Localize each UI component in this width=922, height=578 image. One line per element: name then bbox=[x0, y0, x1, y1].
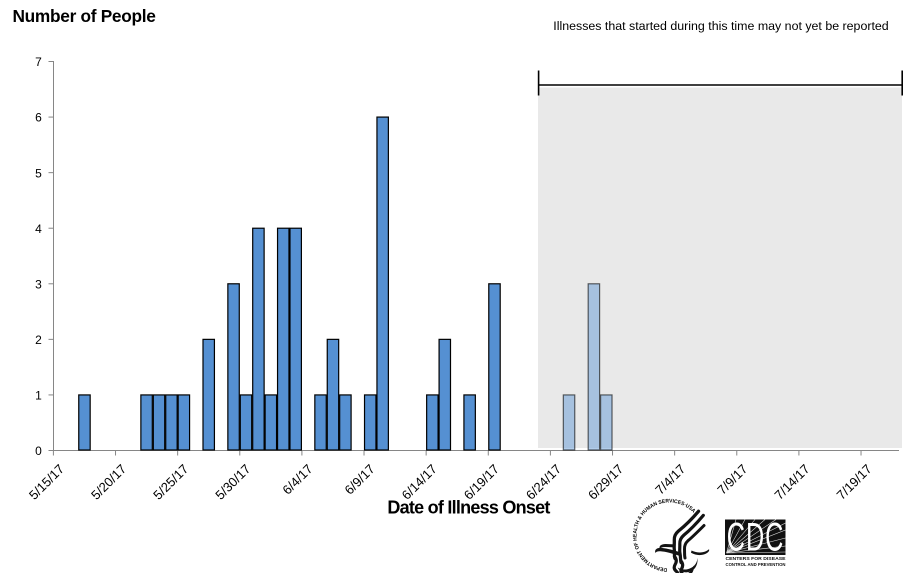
svg-text:CONTROL AND PREVENTION: CONTROL AND PREVENTION bbox=[726, 562, 786, 567]
svg-text:4: 4 bbox=[35, 222, 42, 236]
svg-text:6: 6 bbox=[35, 111, 42, 125]
svg-text:CDC: CDC bbox=[727, 516, 784, 560]
svg-text:5: 5 bbox=[35, 166, 42, 180]
svg-text:2: 2 bbox=[35, 333, 42, 347]
svg-text:7: 7 bbox=[35, 55, 42, 69]
svg-text:CENTERS FOR DISEASE: CENTERS FOR DISEASE bbox=[726, 556, 786, 561]
svg-text:1: 1 bbox=[35, 389, 42, 403]
svg-text:0: 0 bbox=[35, 444, 42, 458]
svg-text:Illnesses that started during: Illnesses that started during this time … bbox=[553, 19, 889, 33]
svg-text:Number of People: Number of People bbox=[13, 6, 157, 26]
svg-text:3: 3 bbox=[35, 277, 42, 291]
svg-text:Date of Illness Onset: Date of Illness Onset bbox=[387, 498, 550, 518]
